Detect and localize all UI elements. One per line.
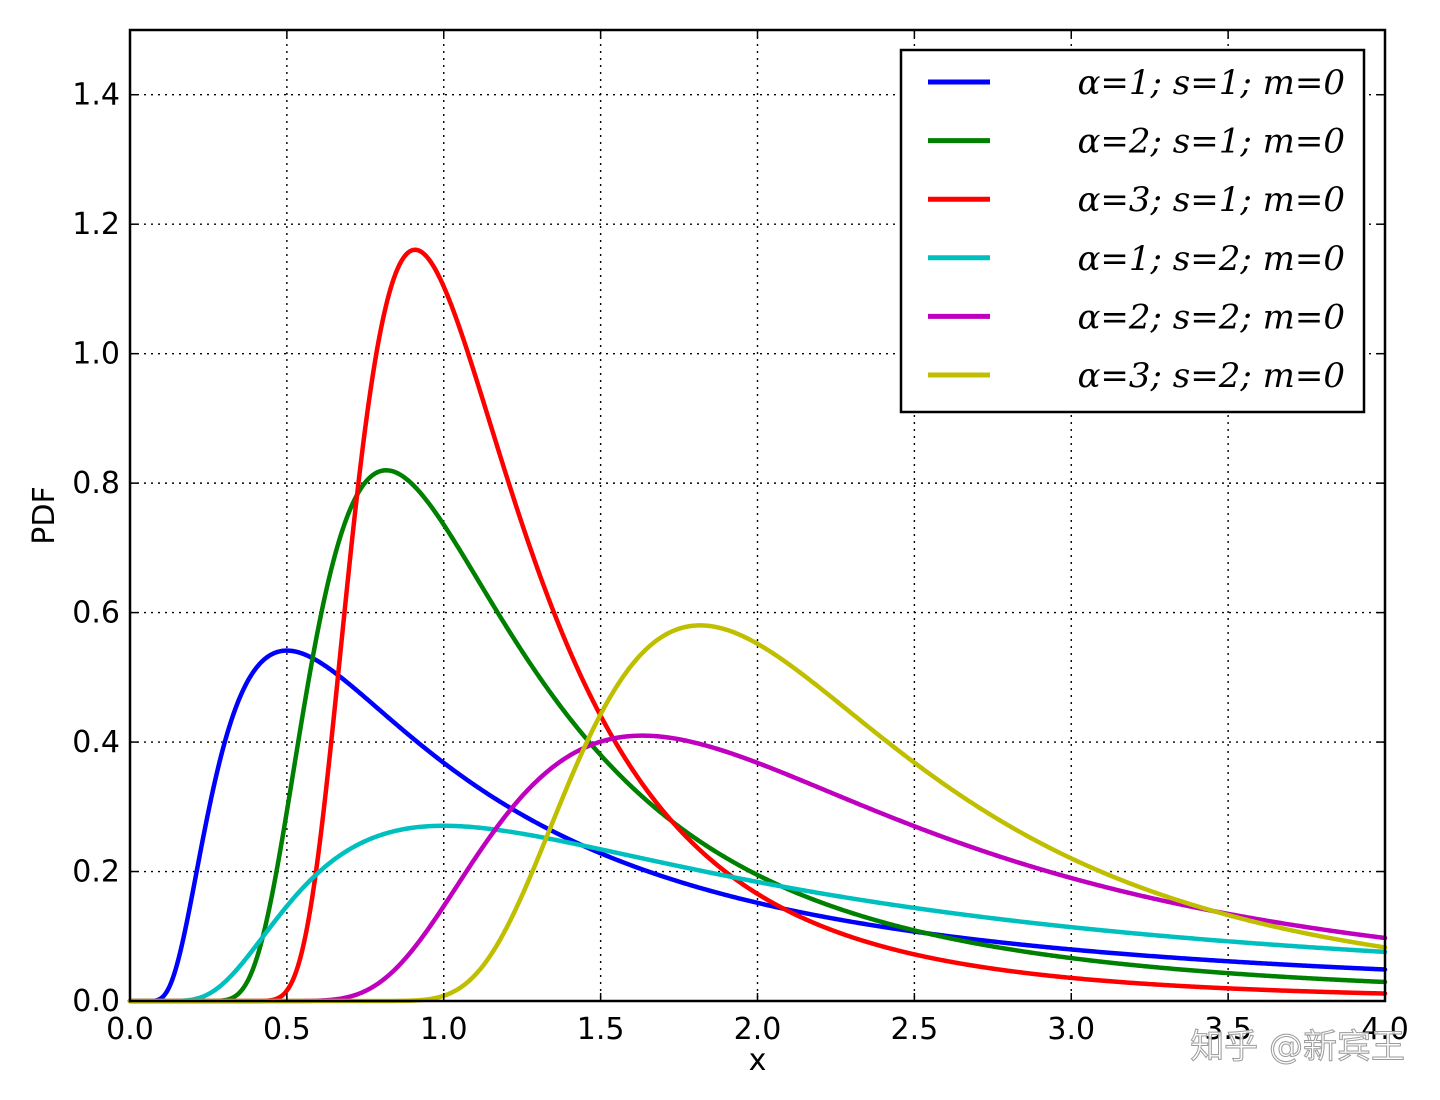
series-line-3: [127, 247, 1388, 1004]
y-tick-label: 0.6: [72, 596, 120, 631]
x-tick-label: 3.5: [1204, 1012, 1252, 1047]
legend-entry-4: α=1; s=2; m=0: [1077, 239, 1345, 279]
legend-entry-1: α=1; s=1; m=0: [1077, 63, 1345, 103]
legend-entry-6: α=3; s=2; m=0: [1077, 356, 1345, 396]
x-tick-label: 2.5: [891, 1012, 939, 1047]
y-tick-label: 0.0: [72, 984, 120, 1019]
legend-entry-3: α=3; s=1; m=0: [1077, 180, 1345, 220]
y-axis-label: PDF: [27, 486, 62, 544]
watermark: 知乎 @新宾王: [1190, 1027, 1405, 1067]
x-tick-label: 4.0: [1361, 1012, 1409, 1047]
y-tick-label: 0.2: [72, 855, 120, 890]
x-tick-label: 1.5: [577, 1012, 625, 1047]
y-tick-label: 0.8: [72, 466, 120, 501]
y-tick-label: 1.2: [72, 207, 120, 242]
x-tick-label: 0.0: [106, 1012, 154, 1047]
y-tick-label: 1.0: [72, 337, 120, 372]
y-tick-label: 0.4: [72, 725, 120, 760]
legend-box: [899, 48, 1366, 414]
series-line-4: [127, 823, 1388, 1004]
legend-entry-2: α=2; s=1; m=0: [1077, 122, 1345, 162]
x-tick-label: 3.0: [1047, 1012, 1095, 1047]
axis-ticks: [129, 30, 1386, 1002]
y-tick-label: 1.4: [72, 78, 120, 113]
legend: α=1; s=1; m=0 α=2; s=1; m=0 α=3; s=1; m=0 α…: [899, 48, 1366, 414]
x-tick-label: 1.0: [420, 1012, 468, 1047]
x-axis-label: x: [749, 1043, 767, 1078]
tick-labels: 0.0 0.5 1.0 1.5 2.0 2.5 3.0 3.5 4.0 0.0 0.2 0.4 0.6 0…: [72, 78, 1409, 1047]
series-line-2: [127, 468, 1388, 1004]
legend-entry-5: α=2; s=2; m=0: [1077, 297, 1345, 337]
x-tick-label: 0.5: [263, 1012, 311, 1047]
series-lines: [127, 247, 1388, 1004]
x-tick-label: 2.0: [734, 1012, 782, 1047]
